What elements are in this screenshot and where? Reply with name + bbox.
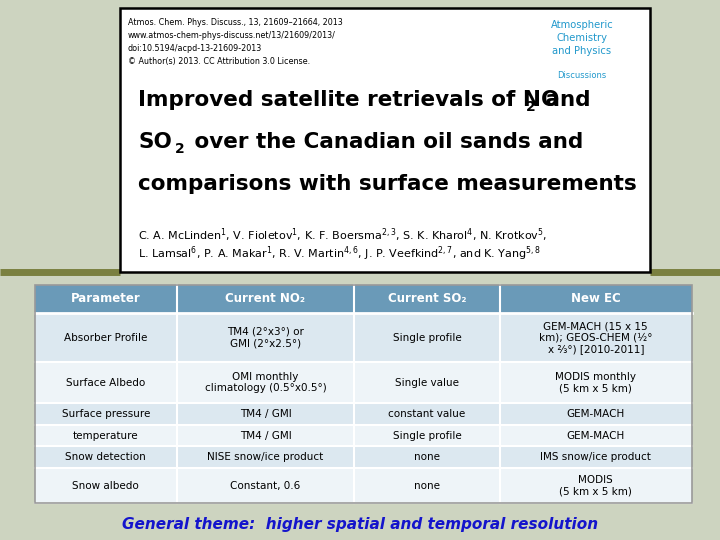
Bar <box>35 285 692 313</box>
Text: IMS snow/ice product: IMS snow/ice product <box>541 453 652 462</box>
Text: Atmospheric
Chemistry
and Physics: Atmospheric Chemistry and Physics <box>551 20 613 56</box>
Text: Parameter: Parameter <box>71 293 140 306</box>
Text: TM4 / GMI: TM4 / GMI <box>240 409 292 419</box>
Text: comparisons with surface measurements: comparisons with surface measurements <box>138 174 636 194</box>
Text: TM4 / GMI: TM4 / GMI <box>240 430 292 441</box>
Text: © Author(s) 2013. CC Attribution 3.0 License.: © Author(s) 2013. CC Attribution 3.0 Lic… <box>128 57 310 66</box>
Text: Single profile: Single profile <box>392 430 462 441</box>
Text: Constant, 0.6: Constant, 0.6 <box>230 481 301 491</box>
Bar <box>35 468 692 503</box>
Text: Snow detection: Snow detection <box>66 453 146 462</box>
Text: General theme:  higher spatial and temporal resolution: General theme: higher spatial and tempor… <box>122 517 598 532</box>
Text: GEM-MACH: GEM-MACH <box>567 430 625 441</box>
Text: L. Lamsal$^6$, P. A. Makar$^1$, R. V. Martin$^{4,6}$, J. P. Veefkind$^{2,7}$, an: L. Lamsal$^6$, P. A. Makar$^1$, R. V. Ma… <box>138 244 541 262</box>
Text: OMI monthly
climatology (0.5°x0.5°): OMI monthly climatology (0.5°x0.5°) <box>204 372 326 394</box>
Text: GEM-MACH: GEM-MACH <box>567 409 625 419</box>
Text: Discussions: Discussions <box>557 71 607 80</box>
Bar <box>35 313 692 362</box>
Text: SO: SO <box>138 132 172 152</box>
Text: Surface pressure: Surface pressure <box>62 409 150 419</box>
Text: www.atmos-chem-phys-discuss.net/13/21609/2013/: www.atmos-chem-phys-discuss.net/13/21609… <box>128 31 336 40</box>
Text: Atmos. Chem. Phys. Discuss., 13, 21609–21664, 2013: Atmos. Chem. Phys. Discuss., 13, 21609–2… <box>128 18 343 27</box>
Text: temperature: temperature <box>73 430 138 441</box>
Text: NISE snow/ice product: NISE snow/ice product <box>207 453 323 462</box>
Text: 2: 2 <box>175 142 185 156</box>
Bar <box>35 403 692 424</box>
Bar <box>120 8 650 272</box>
Text: New EC: New EC <box>571 293 621 306</box>
Text: 2: 2 <box>526 100 536 114</box>
Text: MODIS
(5 km x 5 km): MODIS (5 km x 5 km) <box>559 475 632 496</box>
Text: GEM-MACH (15 x 15
km); GEOS-CHEM (½°
x ⅔°) [2010-2011]: GEM-MACH (15 x 15 km); GEOS-CHEM (½° x ⅔… <box>539 321 652 354</box>
Text: Snow albedo: Snow albedo <box>73 481 139 491</box>
Text: MODIS monthly
(5 km x 5 km): MODIS monthly (5 km x 5 km) <box>555 372 636 394</box>
Text: C. A. McLinden$^1$, V. Fioletov$^1$, K. F. Boersma$^{2,3}$, S. K. Kharol$^4$, N.: C. A. McLinden$^1$, V. Fioletov$^1$, K. … <box>138 226 547 244</box>
Bar <box>35 447 692 468</box>
Bar <box>35 362 692 403</box>
Text: TM4 (2°x3°) or
GMI (2°x2.5°): TM4 (2°x3°) or GMI (2°x2.5°) <box>227 327 304 348</box>
Bar <box>35 285 692 503</box>
Text: Single profile: Single profile <box>392 333 462 343</box>
Bar <box>35 424 692 447</box>
Text: Current NO₂: Current NO₂ <box>225 293 305 306</box>
Text: Single value: Single value <box>395 377 459 388</box>
Text: Current SO₂: Current SO₂ <box>388 293 467 306</box>
Text: constant value: constant value <box>388 409 466 419</box>
Text: doi:10.5194/acpd-13-21609-2013: doi:10.5194/acpd-13-21609-2013 <box>128 44 262 53</box>
Text: and: and <box>538 90 590 110</box>
Text: over the Canadian oil sands and: over the Canadian oil sands and <box>187 132 583 152</box>
Text: Surface Albedo: Surface Albedo <box>66 377 145 388</box>
Text: Absorber Profile: Absorber Profile <box>64 333 148 343</box>
Text: none: none <box>414 453 440 462</box>
Text: none: none <box>414 481 440 491</box>
Text: Improved satellite retrievals of NO: Improved satellite retrievals of NO <box>138 90 559 110</box>
